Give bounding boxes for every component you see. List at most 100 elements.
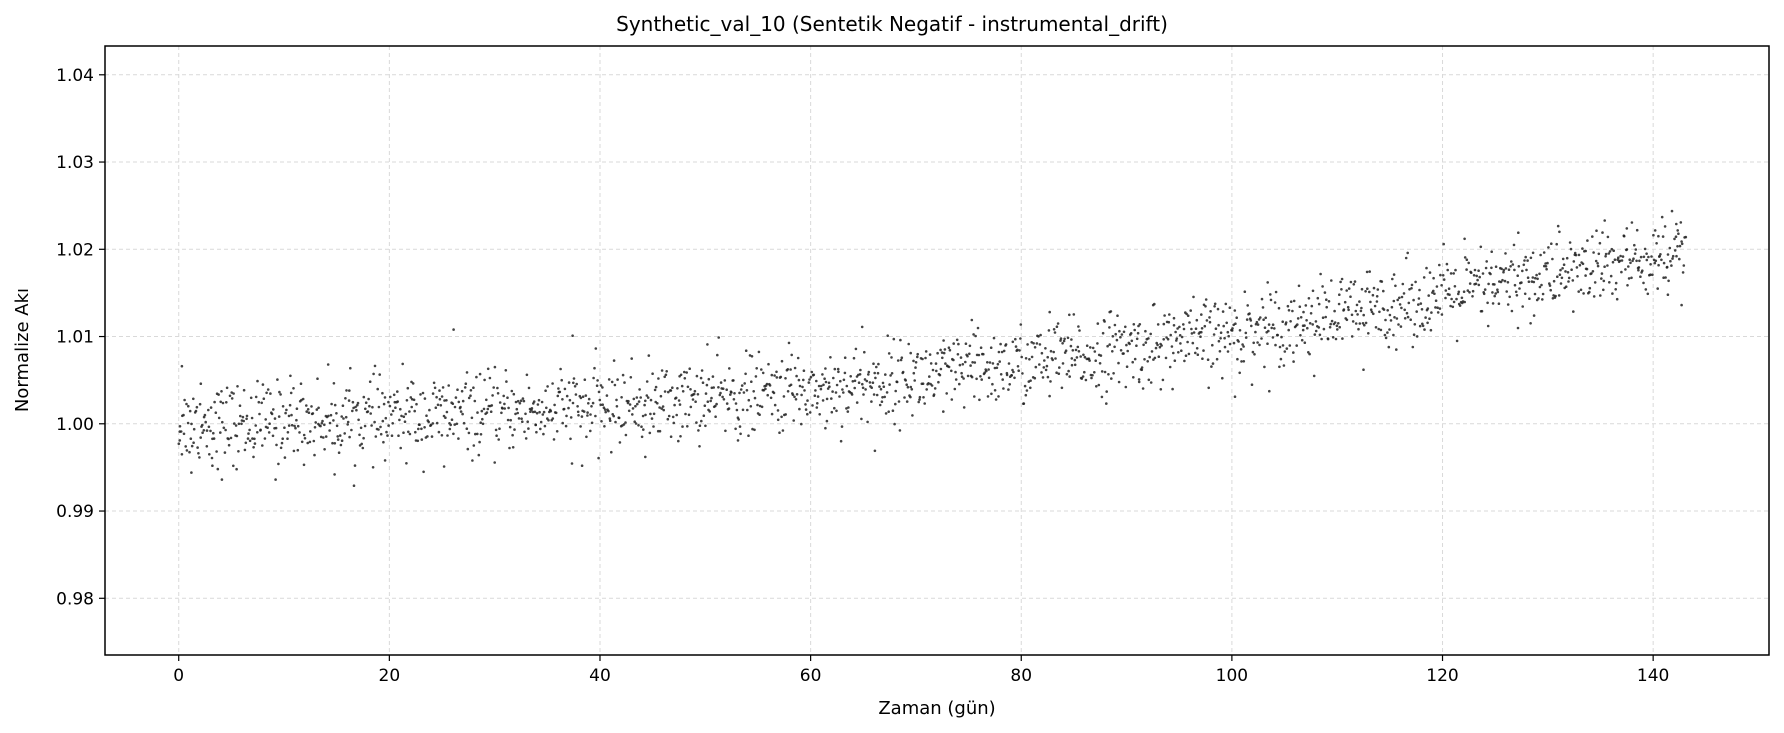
data-point	[1016, 348, 1019, 352]
data-point	[362, 436, 365, 440]
data-point	[1296, 317, 1300, 320]
data-point	[845, 384, 849, 388]
data-point	[465, 427, 469, 431]
data-point	[909, 395, 912, 399]
data-point	[490, 404, 494, 407]
data-point	[1124, 325, 1127, 329]
data-point	[1226, 350, 1230, 353]
data-point	[1479, 245, 1483, 249]
data-point	[442, 465, 446, 468]
data-point	[1382, 308, 1386, 311]
data-point	[858, 373, 862, 376]
data-point	[1321, 285, 1324, 288]
data-point	[438, 389, 441, 392]
data-point	[1120, 333, 1124, 336]
data-point	[1522, 263, 1526, 267]
data-point	[1047, 329, 1051, 332]
data-point	[1073, 363, 1077, 367]
data-point	[527, 427, 530, 430]
data-point	[1382, 289, 1385, 293]
data-point	[289, 391, 293, 395]
data-point	[1398, 296, 1401, 300]
data-point	[853, 379, 857, 383]
data-point	[1052, 350, 1055, 354]
data-point	[1588, 290, 1591, 294]
data-point	[1375, 300, 1379, 303]
data-point	[555, 430, 559, 433]
data-point	[1228, 342, 1232, 346]
data-point	[808, 378, 811, 381]
data-point	[1502, 270, 1505, 274]
data-point	[1318, 333, 1322, 337]
data-point	[775, 370, 778, 374]
data-point	[824, 380, 828, 384]
data-point	[180, 364, 184, 368]
data-point	[1095, 385, 1098, 388]
data-point	[966, 354, 969, 358]
data-point	[1671, 257, 1674, 260]
data-point	[894, 389, 897, 393]
data-point	[1549, 288, 1552, 292]
data-point	[1586, 239, 1589, 242]
data-point	[1465, 258, 1469, 262]
data-point	[188, 409, 192, 413]
data-point	[847, 406, 850, 409]
data-point	[1538, 272, 1541, 276]
data-point	[1346, 305, 1350, 309]
data-point	[1614, 288, 1617, 291]
data-point	[1523, 292, 1527, 296]
data-point	[660, 407, 663, 410]
data-point	[830, 410, 834, 414]
data-point	[1577, 290, 1580, 293]
data-point	[308, 440, 312, 444]
data-point	[708, 410, 711, 413]
data-point	[993, 389, 997, 392]
data-point	[489, 410, 493, 414]
data-point	[1469, 271, 1473, 275]
data-point	[485, 411, 489, 414]
data-point	[481, 422, 485, 426]
data-point	[542, 410, 546, 414]
data-point	[1327, 300, 1331, 303]
data-point	[624, 421, 627, 424]
data-point	[587, 397, 591, 401]
data-point	[1329, 322, 1332, 326]
data-point	[602, 406, 606, 410]
data-point	[1330, 319, 1334, 323]
data-point	[584, 394, 588, 397]
data-point	[192, 427, 196, 431]
x-tick-label: 40	[589, 666, 611, 686]
data-point	[459, 405, 462, 409]
data-point	[255, 431, 259, 434]
data-point	[881, 381, 885, 385]
data-point	[502, 394, 506, 398]
data-point	[266, 388, 270, 391]
data-point	[971, 361, 974, 364]
data-point	[692, 392, 696, 396]
data-point	[1117, 361, 1120, 365]
data-point	[1342, 308, 1346, 311]
data-point	[520, 417, 523, 421]
data-point	[1377, 327, 1380, 331]
data-point	[1110, 377, 1113, 380]
data-point	[1432, 289, 1435, 293]
data-point	[1305, 319, 1308, 322]
data-point	[735, 408, 739, 412]
data-point	[861, 386, 865, 390]
data-point	[202, 429, 206, 432]
data-point	[305, 404, 308, 407]
data-point	[673, 403, 676, 407]
data-point	[947, 346, 951, 350]
data-point	[1564, 270, 1567, 273]
data-point	[289, 374, 292, 378]
data-point	[784, 413, 787, 416]
data-point	[1013, 376, 1016, 380]
data-point	[656, 429, 660, 433]
data-point	[344, 397, 347, 400]
data-point	[268, 422, 271, 426]
data-point	[1395, 348, 1398, 351]
data-point	[340, 415, 344, 418]
data-point	[479, 433, 483, 436]
data-point	[1331, 336, 1335, 339]
data-point	[1285, 347, 1289, 350]
